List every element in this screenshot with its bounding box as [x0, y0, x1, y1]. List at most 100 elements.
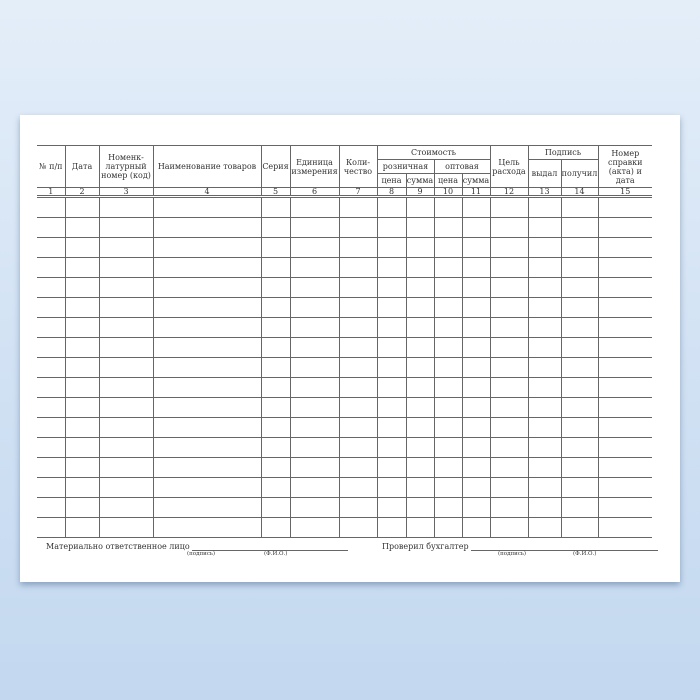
table-cell[interactable]: [152, 457, 262, 478]
table-cell[interactable]: [433, 217, 463, 238]
table-cell[interactable]: [560, 397, 599, 418]
table-cell[interactable]: [98, 357, 154, 378]
table-cell[interactable]: [597, 337, 652, 358]
table-cell[interactable]: [527, 377, 562, 398]
table-cell[interactable]: [37, 457, 66, 478]
table-cell[interactable]: [376, 257, 407, 278]
table-cell[interactable]: [260, 377, 291, 398]
table-cell[interactable]: [560, 357, 599, 378]
table-cell[interactable]: [405, 417, 435, 438]
table-cell[interactable]: [64, 397, 100, 418]
table-cell[interactable]: [461, 417, 491, 438]
table-cell[interactable]: [289, 517, 340, 538]
table-cell[interactable]: [37, 517, 66, 538]
table-cell[interactable]: [152, 437, 262, 458]
table-cell[interactable]: [376, 417, 407, 438]
table-cell[interactable]: [376, 517, 407, 538]
table-cell[interactable]: [338, 196, 378, 218]
table-cell[interactable]: [260, 437, 291, 458]
table-cell[interactable]: [37, 217, 66, 238]
table-cell[interactable]: [289, 497, 340, 518]
table-cell[interactable]: [527, 277, 562, 298]
table-cell[interactable]: [461, 317, 491, 338]
table-cell[interactable]: [527, 397, 562, 418]
table-cell[interactable]: [338, 437, 378, 458]
table-cell[interactable]: [489, 517, 529, 538]
table-cell[interactable]: [527, 237, 562, 258]
table-cell[interactable]: [560, 257, 599, 278]
table-cell[interactable]: [64, 517, 100, 538]
table-cell[interactable]: [461, 337, 491, 358]
table-cell[interactable]: [338, 357, 378, 378]
table-cell[interactable]: [433, 397, 463, 418]
table-cell[interactable]: [152, 417, 262, 438]
table-cell[interactable]: [37, 297, 66, 318]
table-cell[interactable]: [560, 417, 599, 438]
table-cell[interactable]: [37, 357, 66, 378]
table-cell[interactable]: [560, 517, 599, 538]
table-cell[interactable]: [37, 277, 66, 298]
table-cell[interactable]: [152, 237, 262, 258]
table-cell[interactable]: [260, 497, 291, 518]
table-cell[interactable]: [405, 357, 435, 378]
table-cell[interactable]: [152, 257, 262, 278]
table-cell[interactable]: [289, 277, 340, 298]
table-cell[interactable]: [461, 377, 491, 398]
table-cell[interactable]: [489, 196, 529, 218]
table-cell[interactable]: [260, 417, 291, 438]
table-cell[interactable]: [597, 437, 652, 458]
table-cell[interactable]: [405, 337, 435, 358]
table-cell[interactable]: [527, 257, 562, 278]
table-cell[interactable]: [64, 417, 100, 438]
table-cell[interactable]: [289, 357, 340, 378]
table-cell[interactable]: [405, 397, 435, 418]
table-cell[interactable]: [560, 377, 599, 398]
table-cell[interactable]: [560, 337, 599, 358]
table-cell[interactable]: [338, 277, 378, 298]
table-cell[interactable]: [461, 437, 491, 458]
table-cell[interactable]: [527, 477, 562, 498]
table-cell[interactable]: [260, 317, 291, 338]
table-cell[interactable]: [376, 217, 407, 238]
table-cell[interactable]: [289, 377, 340, 398]
table-cell[interactable]: [405, 297, 435, 318]
table-cell[interactable]: [489, 497, 529, 518]
table-cell[interactable]: [461, 217, 491, 238]
table-cell[interactable]: [152, 397, 262, 418]
table-cell[interactable]: [597, 317, 652, 338]
table-cell[interactable]: [37, 417, 66, 438]
table-cell[interactable]: [433, 417, 463, 438]
table-cell[interactable]: [527, 517, 562, 538]
table-cell[interactable]: [152, 517, 262, 538]
table-cell[interactable]: [489, 417, 529, 438]
table-cell[interactable]: [376, 297, 407, 318]
table-cell[interactable]: [64, 217, 100, 238]
table-cell[interactable]: [560, 277, 599, 298]
table-cell[interactable]: [289, 337, 340, 358]
table-cell[interactable]: [338, 377, 378, 398]
table-cell[interactable]: [64, 297, 100, 318]
table-cell[interactable]: [376, 277, 407, 298]
table-cell[interactable]: [152, 337, 262, 358]
table-cell[interactable]: [260, 257, 291, 278]
table-cell[interactable]: [98, 277, 154, 298]
table-cell[interactable]: [260, 357, 291, 378]
table-cell[interactable]: [560, 497, 599, 518]
table-cell[interactable]: [64, 237, 100, 258]
table-cell[interactable]: [98, 497, 154, 518]
table-cell[interactable]: [560, 317, 599, 338]
table-cell[interactable]: [461, 297, 491, 318]
table-cell[interactable]: [152, 317, 262, 338]
table-cell[interactable]: [489, 297, 529, 318]
table-cell[interactable]: [597, 196, 652, 218]
table-cell[interactable]: [37, 397, 66, 418]
table-cell[interactable]: [64, 257, 100, 278]
table-cell[interactable]: [527, 337, 562, 358]
table-cell[interactable]: [489, 477, 529, 498]
table-cell[interactable]: [152, 357, 262, 378]
table-cell[interactable]: [260, 517, 291, 538]
table-cell[interactable]: [597, 217, 652, 238]
table-cell[interactable]: [64, 497, 100, 518]
table-cell[interactable]: [289, 457, 340, 478]
table-cell[interactable]: [376, 317, 407, 338]
